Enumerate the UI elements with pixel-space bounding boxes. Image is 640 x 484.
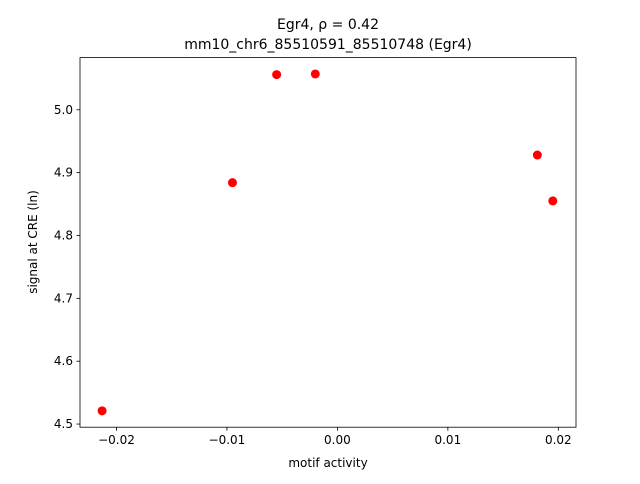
x-tick-label: −0.01 (209, 433, 246, 447)
chart-subtitle: mm10_chr6_85510591_85510748 (Egr4) (184, 37, 472, 53)
y-tick-label: 5.0 (54, 103, 73, 117)
y-tick-label: 4.6 (54, 354, 73, 368)
y-tick-label: 4.8 (54, 228, 73, 242)
point (272, 70, 282, 80)
point (532, 150, 542, 160)
y-axis-label: signal at CRE (ln) (26, 190, 40, 294)
point (97, 406, 107, 416)
x-tick-label: 0.02 (545, 433, 572, 447)
chart-title: Egr4, ρ = 0.42 (277, 17, 379, 33)
y-tick-label: 4.9 (54, 166, 73, 180)
x-axis-label: motif activity (288, 456, 367, 470)
x-tick-label: 0.00 (324, 433, 351, 447)
y-tick-label: 4.5 (54, 417, 73, 431)
point (227, 178, 237, 188)
point (548, 196, 558, 206)
y-tick-label: 4.7 (54, 291, 73, 305)
x-tick-label: 0.01 (434, 433, 461, 447)
plot-frame (79, 57, 577, 428)
point (310, 69, 320, 79)
x-tick-label: −0.02 (98, 433, 135, 447)
